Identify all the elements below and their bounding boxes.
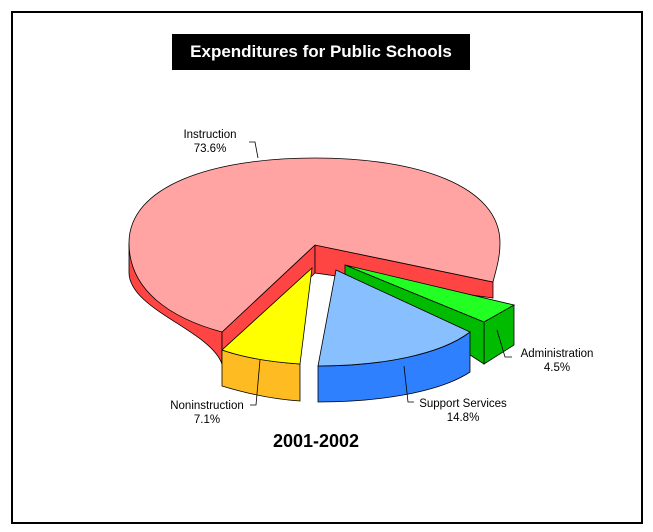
slice-noninstruction [221,266,313,402]
label-support-services-value: 14.8% [447,412,480,424]
label-administration-value: 4.5% [544,362,570,374]
leader-noninstruction [250,359,261,406]
label-instruction-value: 73.6% [194,143,227,155]
chart-title: Expenditures for Public Schools [172,34,470,70]
slice-administration-top [344,264,516,323]
slice-instruction-top [128,157,501,333]
leader-administration [496,329,512,358]
label-noninstruction-value: 7.1% [194,414,220,426]
slice-noninstruction-top [221,266,313,365]
slice-support-services [317,269,471,403]
leader-support-services [403,365,414,403]
label-instruction-name: Instruction [183,129,236,141]
leader-instruction [249,141,259,159]
chart-subtitle: 2001-2002 [272,431,360,451]
label-support-services-name: Support Services [419,398,507,410]
slice-support-services-top [317,269,471,367]
label-administration-name: Administration [521,348,594,360]
label-noninstruction-name: Noninstruction [170,400,244,412]
slice-instruction [128,157,501,365]
